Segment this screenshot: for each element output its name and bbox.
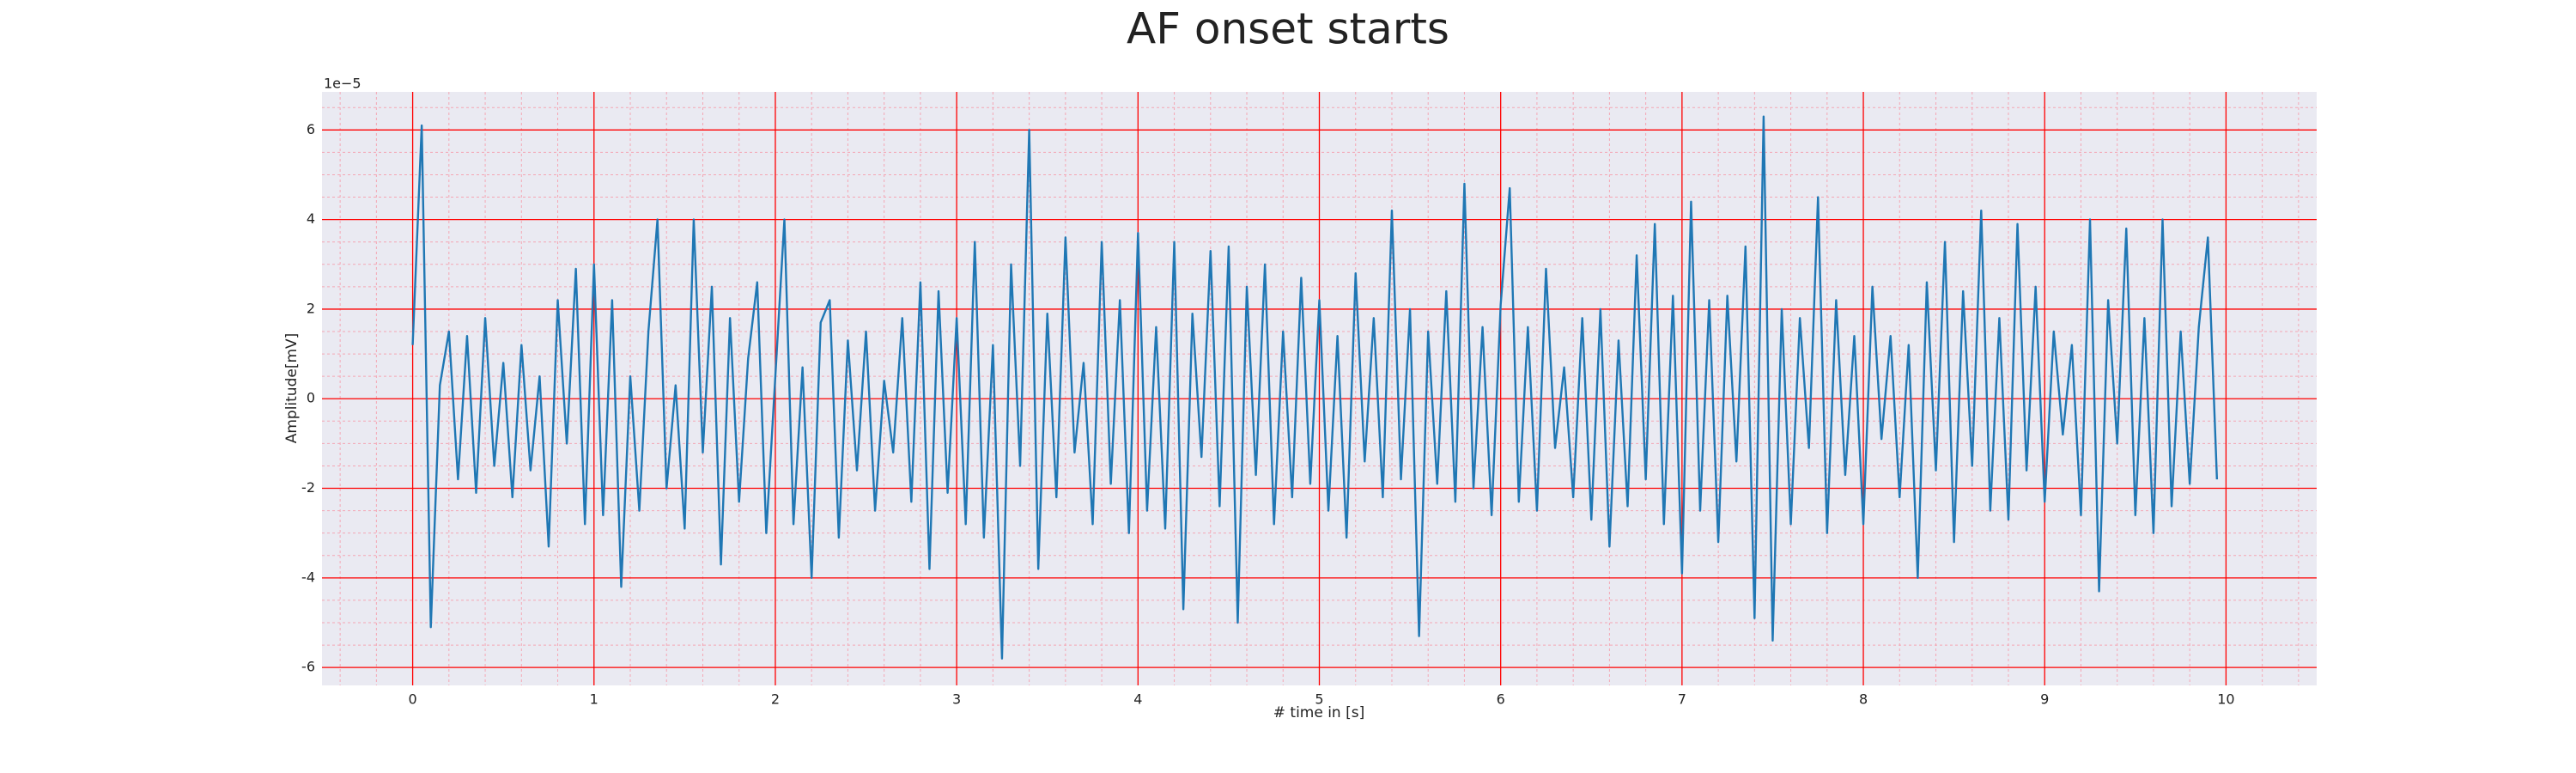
y-tick-label: -2 bbox=[301, 479, 315, 496]
x-tick-label: 7 bbox=[1678, 691, 1686, 708]
x-tick-label: 1 bbox=[590, 691, 598, 708]
x-tick-label: 2 bbox=[771, 691, 780, 708]
x-tick-label: 3 bbox=[952, 691, 961, 708]
series-line bbox=[411, 115, 2219, 660]
grid bbox=[322, 92, 2317, 685]
x-tick-label: 8 bbox=[1859, 691, 1868, 708]
x-axis-label: # time in [s] bbox=[1273, 704, 1364, 721]
series bbox=[411, 115, 2219, 660]
y-tick-label: -4 bbox=[301, 569, 315, 585]
x-tick-label: 0 bbox=[408, 691, 416, 708]
y-tick-label: 4 bbox=[307, 210, 315, 227]
x-tick-label: 4 bbox=[1133, 691, 1142, 708]
x-tick-label: 10 bbox=[2217, 691, 2234, 708]
y-tick-label: 0 bbox=[307, 390, 315, 406]
y-tick-label: 6 bbox=[307, 121, 315, 137]
y-tick-label: 2 bbox=[307, 300, 315, 316]
y-axis-label: Amplitude[mV] bbox=[283, 333, 301, 444]
chart-title: AF onset starts bbox=[1127, 4, 1449, 54]
x-tick-label: 5 bbox=[1315, 691, 1323, 708]
x-tick-label: 6 bbox=[1497, 691, 1505, 708]
y-tick-label: -6 bbox=[301, 659, 315, 675]
y-offset-label: 1e−5 bbox=[324, 76, 361, 92]
x-tick-label: 9 bbox=[2040, 691, 2049, 708]
